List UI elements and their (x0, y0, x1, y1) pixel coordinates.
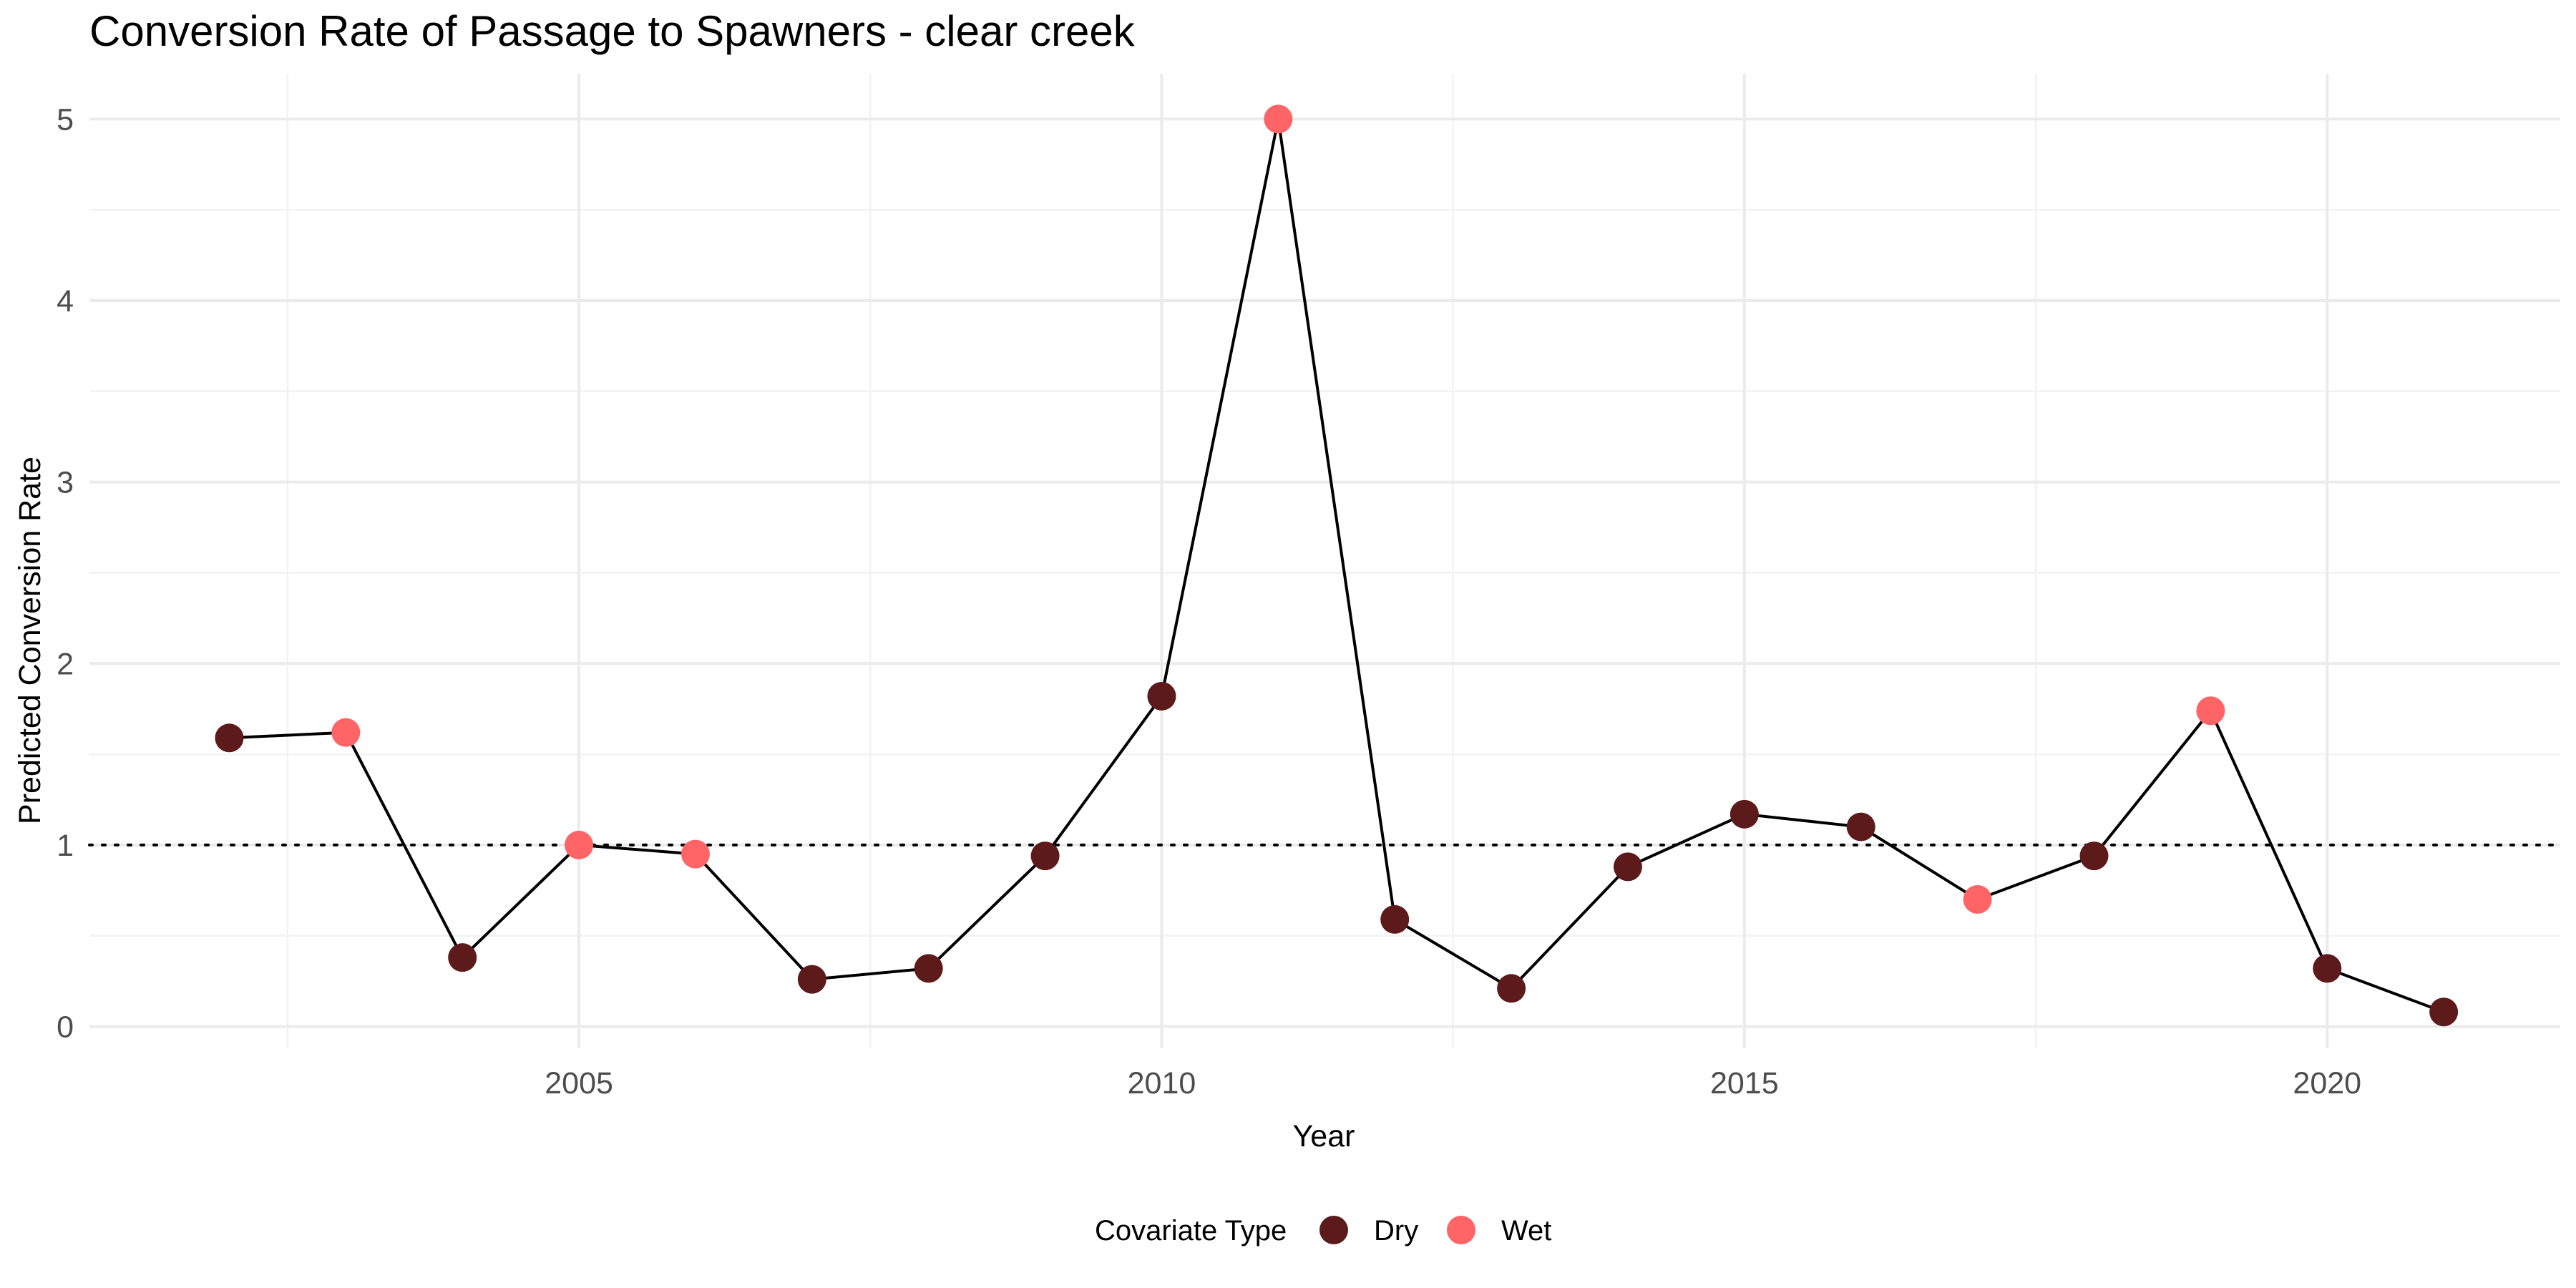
chart-title: Conversion Rate of Passage to Spawners -… (89, 7, 1136, 55)
data-point-2018 (2079, 841, 2109, 871)
y-tick-label: 4 (57, 284, 74, 318)
y-tick-label: 2 (57, 647, 74, 681)
x-tick-label: 2005 (545, 1066, 613, 1101)
legend-title: Covariate Type (1095, 1215, 1287, 1246)
data-point-2004 (448, 943, 477, 972)
data-point-2002 (215, 723, 244, 753)
y-tick-label: 0 (57, 1010, 74, 1045)
x-axis-title: Year (1293, 1119, 1355, 1153)
data-points (215, 104, 2459, 1027)
legend-key-wet (1447, 1216, 1475, 1244)
series-line (229, 117, 2444, 1014)
data-point-2019 (2196, 696, 2225, 726)
x-tick-labels: 2005 2010 2015 2020 (545, 1066, 2361, 1101)
data-point-2005 (565, 830, 594, 859)
data-point-2009 (1030, 841, 1060, 871)
data-point-2010 (1147, 681, 1176, 711)
y-tick-label: 3 (57, 466, 74, 500)
data-point-2007 (797, 965, 826, 994)
y-tick-label: 5 (57, 102, 74, 137)
data-point-2006 (680, 839, 710, 869)
y-tick-label: 1 (57, 829, 74, 863)
data-point-2011 (1264, 104, 1293, 134)
x-tick-label: 2020 (2293, 1066, 2361, 1101)
legend: Covariate Type Dry Wet (1095, 1215, 1551, 1246)
data-point-2016 (1846, 812, 1875, 841)
y-tick-labels: 0 1 2 3 4 5 (57, 102, 74, 1044)
x-tick-label: 2010 (1128, 1066, 1196, 1101)
data-point-2014 (1613, 852, 1642, 882)
data-point-2013 (1497, 974, 1526, 1003)
data-point-2017 (1963, 885, 1992, 914)
data-point-2020 (2313, 954, 2342, 983)
data-point-2012 (1380, 904, 1410, 934)
legend-label-dry: Dry (1374, 1215, 1418, 1246)
x-tick-label: 2015 (1710, 1066, 1779, 1101)
data-point-2003 (331, 718, 361, 747)
data-point-2008 (914, 954, 943, 983)
y-axis-title: Predicted Conversion Rate (13, 457, 47, 824)
data-point-2015 (1729, 799, 1759, 829)
data-point-2021 (2429, 997, 2459, 1027)
legend-key-dry (1319, 1216, 1348, 1244)
legend-label-wet: Wet (1501, 1215, 1551, 1246)
